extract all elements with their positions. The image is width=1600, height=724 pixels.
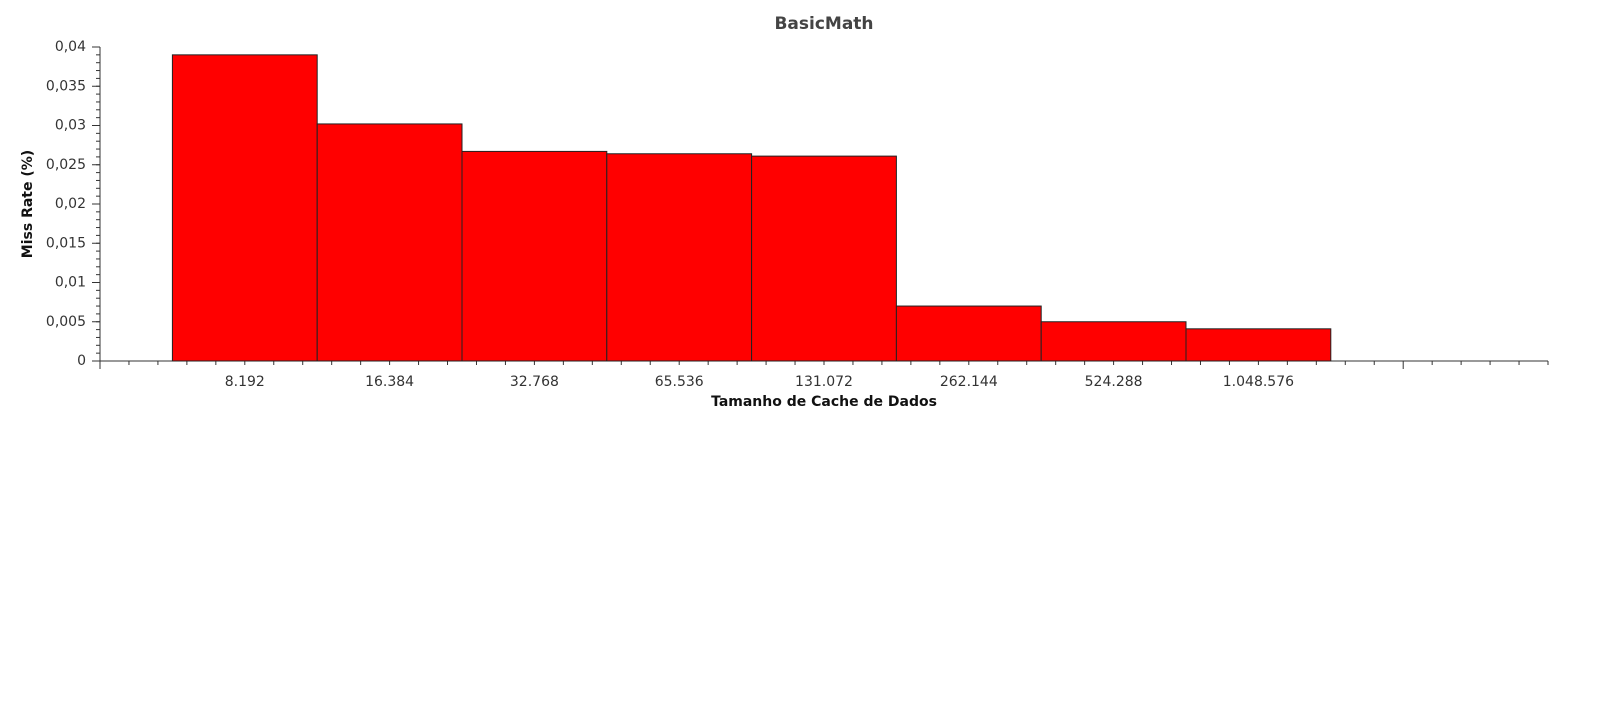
bar — [1185, 328, 1332, 362]
x-tick-label: 262.144 — [940, 374, 998, 390]
bar — [316, 123, 463, 362]
bar — [895, 305, 1042, 362]
x-tick-label: 32.768 — [510, 374, 559, 390]
chart-title: BasicMath — [774, 14, 873, 34]
x-tick-label: 1.048.576 — [1223, 374, 1294, 390]
bar — [751, 155, 897, 362]
y-tick-label: 0,03 — [55, 118, 86, 134]
y-axis-label: Miss Rate (%) — [20, 150, 36, 258]
y-tick-label: 0,025 — [46, 157, 86, 173]
x-axis-label: Tamanho de Cache de Dados — [711, 394, 937, 410]
y-tick-label: 0,02 — [55, 196, 86, 212]
x-tick-label: 8.192 — [225, 374, 265, 390]
y-tick-label: 0,01 — [55, 275, 86, 291]
y-tick-label: 0,015 — [46, 235, 86, 251]
x-tick-label: 65.536 — [655, 374, 704, 390]
y-tick-label: 0 — [77, 353, 86, 369]
bar — [606, 153, 753, 362]
bar — [1040, 321, 1187, 362]
x-tick-label: 16.384 — [365, 374, 414, 390]
y-tick-label: 0,005 — [46, 314, 86, 330]
y-tick-label: 0,035 — [46, 78, 86, 94]
bar — [171, 54, 318, 362]
x-tick-label: 131.072 — [795, 374, 853, 390]
bar — [461, 150, 608, 362]
x-tick-label: 524.288 — [1085, 374, 1143, 390]
y-tick-label: 0,04 — [55, 39, 86, 55]
